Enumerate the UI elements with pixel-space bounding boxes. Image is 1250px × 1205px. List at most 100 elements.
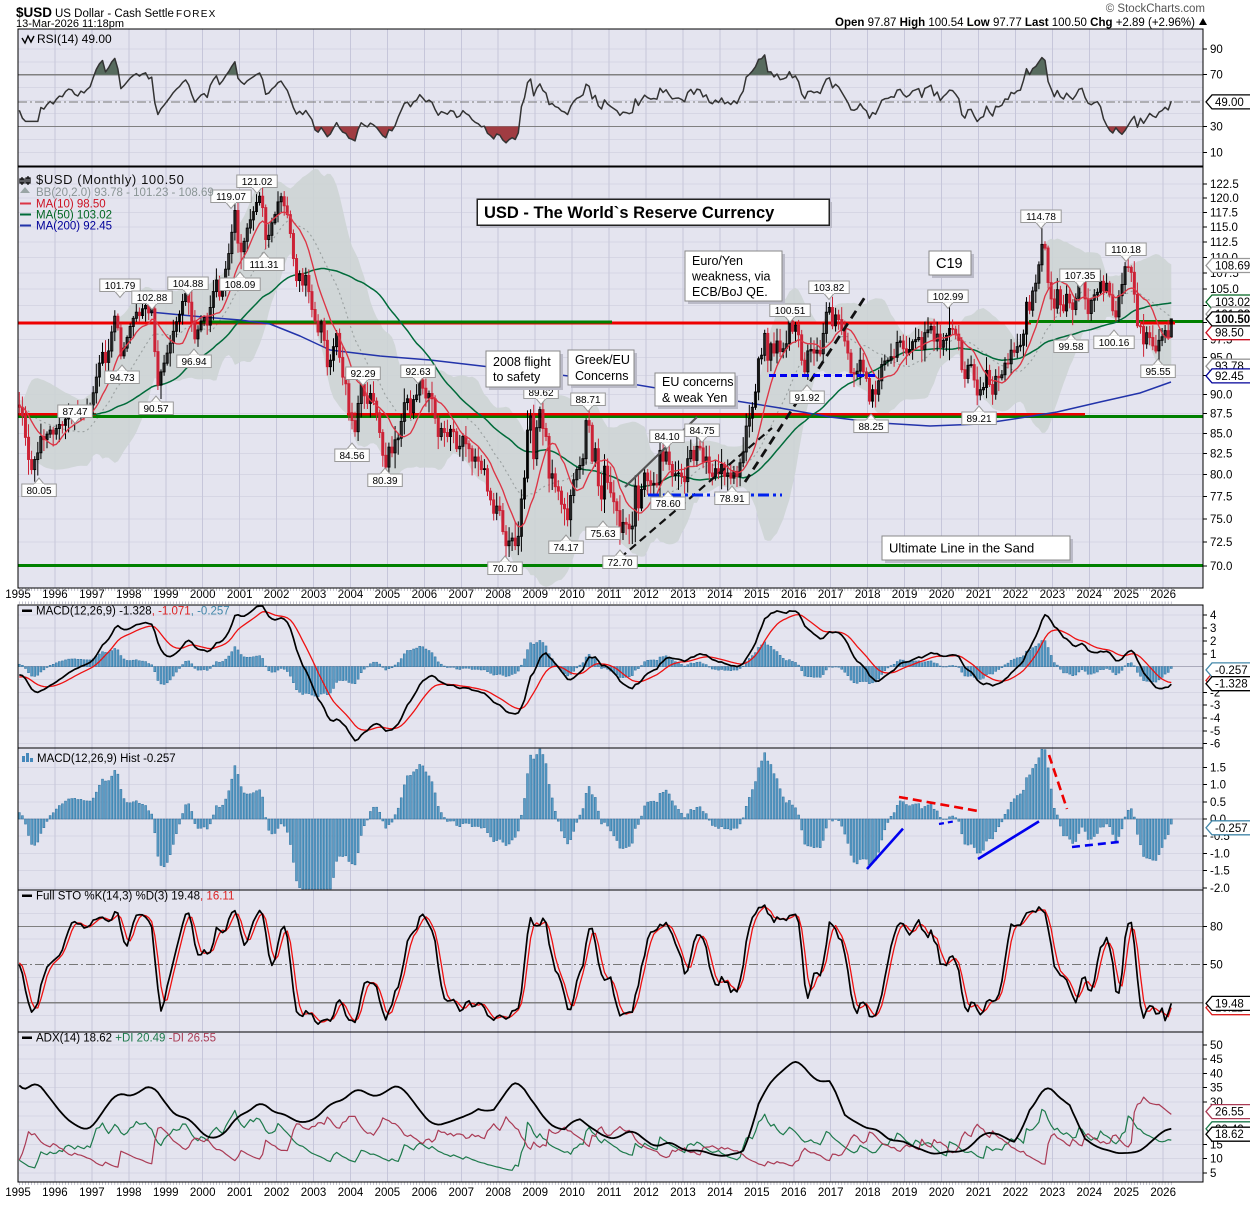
svg-text:96.94: 96.94 <box>181 357 206 368</box>
svg-text:Ultimate Line in the Sand: Ultimate Line in the Sand <box>889 541 1034 556</box>
svg-text:1996: 1996 <box>42 1187 68 1199</box>
svg-text:2009: 2009 <box>522 589 548 601</box>
svg-text:MACD(12,26,9) Hist -0.257: MACD(12,26,9) Hist -0.257 <box>37 753 176 765</box>
svg-text:-1.5: -1.5 <box>1210 866 1230 878</box>
svg-text:2002: 2002 <box>264 1187 290 1199</box>
svg-text:2000: 2000 <box>190 589 216 601</box>
svg-text:95.55: 95.55 <box>1145 367 1170 378</box>
svg-text:Concerns: Concerns <box>575 369 629 383</box>
svg-text:2026: 2026 <box>1150 589 1176 601</box>
svg-text:2024: 2024 <box>1077 1187 1103 1199</box>
svg-text:100.51: 100.51 <box>775 306 806 317</box>
svg-text:50: 50 <box>1210 960 1223 972</box>
svg-text:2003: 2003 <box>301 589 327 601</box>
svg-text:-0.257: -0.257 <box>1215 665 1248 677</box>
svg-text:49.00: 49.00 <box>1215 97 1244 109</box>
svg-text:2013: 2013 <box>670 589 696 601</box>
svg-text:1999: 1999 <box>153 1187 179 1199</box>
svg-text:10: 10 <box>1210 147 1223 159</box>
svg-text:2006: 2006 <box>412 589 438 601</box>
svg-text:Greek/EU: Greek/EU <box>575 353 630 367</box>
svg-text:2017: 2017 <box>818 1187 844 1199</box>
svg-text:87.47: 87.47 <box>62 407 87 418</box>
svg-text:BB(20,2.0) 93.78 - 101.23 - 10: BB(20,2.0) 93.78 - 101.23 - 108.69 <box>36 187 214 199</box>
svg-text:2015: 2015 <box>744 589 770 601</box>
svg-text:2007: 2007 <box>449 589 475 601</box>
svg-text:2007: 2007 <box>449 1187 475 1199</box>
svg-text:45: 45 <box>1210 1054 1223 1066</box>
svg-text:104.88: 104.88 <box>173 279 204 290</box>
svg-text:2008: 2008 <box>485 1187 511 1199</box>
svg-text:-1.0: -1.0 <box>1210 848 1230 860</box>
svg-text:2010: 2010 <box>559 1187 585 1199</box>
svg-text:78.91: 78.91 <box>719 494 744 505</box>
svg-text:84.56: 84.56 <box>339 451 364 462</box>
svg-text:105.0: 105.0 <box>1210 284 1239 296</box>
svg-text:10: 10 <box>1210 1154 1223 1166</box>
svg-text:108.69: 108.69 <box>1215 261 1250 273</box>
svg-text:1998: 1998 <box>116 589 142 601</box>
svg-text:2011: 2011 <box>597 589 622 601</box>
svg-text:2014: 2014 <box>707 589 733 601</box>
svg-text:94.73: 94.73 <box>109 373 134 384</box>
svg-text:ECB/BoJ QE.: ECB/BoJ QE. <box>692 285 768 299</box>
svg-text:89.21: 89.21 <box>966 414 991 425</box>
svg-text:RSI(14) 49.00: RSI(14) 49.00 <box>37 32 112 46</box>
svg-text:92.45: 92.45 <box>1215 371 1244 383</box>
svg-text:1.5: 1.5 <box>1210 762 1226 774</box>
svg-text:102.99: 102.99 <box>933 292 964 303</box>
svg-text:-5: -5 <box>1210 726 1220 738</box>
svg-text:2002: 2002 <box>264 589 290 601</box>
svg-text:0.5: 0.5 <box>1210 797 1226 809</box>
svg-text:Open 97.87 High 100.54 Low 97.: Open 97.87 High 100.54 Low 97.77 Last 10… <box>835 17 1195 29</box>
svg-text:2023: 2023 <box>1040 589 1066 601</box>
svg-text:90.57: 90.57 <box>143 404 168 415</box>
svg-text:115.0: 115.0 <box>1210 222 1238 234</box>
svg-text:2025: 2025 <box>1114 589 1140 601</box>
svg-text:70.0: 70.0 <box>1210 561 1232 573</box>
svg-text:© StockCharts.com: © StockCharts.com <box>1106 3 1205 15</box>
svg-text:99.58: 99.58 <box>1058 342 1083 353</box>
svg-text:2004: 2004 <box>338 589 364 601</box>
svg-text:2019: 2019 <box>892 1187 918 1199</box>
svg-text:1997: 1997 <box>79 1187 105 1199</box>
svg-text:-6: -6 <box>1210 739 1220 751</box>
svg-text:2008 flight: 2008 flight <box>493 355 551 369</box>
svg-text:2009: 2009 <box>522 1187 548 1199</box>
svg-text:50: 50 <box>1210 1040 1223 1052</box>
svg-text:2018: 2018 <box>855 1187 881 1199</box>
svg-text:101.79: 101.79 <box>105 281 136 292</box>
svg-text:C19: C19 <box>936 256 963 272</box>
svg-text:2021: 2021 <box>966 1187 992 1199</box>
svg-text:Full STO %K(14,3) %D(3) 19.48,: Full STO %K(14,3) %D(3) 19.48, 16.11 <box>36 891 234 903</box>
svg-text:90.0: 90.0 <box>1210 389 1232 401</box>
svg-text:FOREX: FOREX <box>176 9 216 20</box>
svg-text:80.0: 80.0 <box>1210 470 1232 482</box>
svg-text:108.09: 108.09 <box>225 280 256 291</box>
svg-text:3: 3 <box>1210 623 1216 635</box>
svg-text:-3: -3 <box>1210 700 1220 712</box>
svg-text:1997: 1997 <box>79 589 105 601</box>
svg-text:2017: 2017 <box>818 589 844 601</box>
svg-text:2011: 2011 <box>597 1187 622 1199</box>
svg-text:weakness, via: weakness, via <box>691 270 771 284</box>
svg-text:2012: 2012 <box>633 589 659 601</box>
svg-text:2005: 2005 <box>375 589 401 601</box>
svg-text:2001: 2001 <box>227 589 253 601</box>
svg-text:91.92: 91.92 <box>794 393 819 404</box>
svg-text:2014: 2014 <box>707 1187 733 1199</box>
svg-text:Euro/Yen: Euro/Yen <box>692 254 743 268</box>
svg-text:1.0: 1.0 <box>1210 780 1226 792</box>
svg-text:MACD(12,26,9) -1.328, -1.071,: MACD(12,26,9) -1.328, -1.071, -0.257 <box>36 606 230 618</box>
svg-text:85.0: 85.0 <box>1210 428 1232 440</box>
svg-text:2022: 2022 <box>1003 1187 1029 1199</box>
svg-text:80.39: 80.39 <box>372 476 397 487</box>
svg-text:80: 80 <box>1210 921 1223 933</box>
svg-text:2013: 2013 <box>670 1187 696 1199</box>
svg-text:2005: 2005 <box>375 1187 401 1199</box>
svg-text:100.50: 100.50 <box>1215 314 1250 326</box>
svg-text:112.5: 112.5 <box>1210 237 1238 249</box>
svg-text:to safety: to safety <box>493 370 541 384</box>
svg-text:117.5: 117.5 <box>1210 207 1238 219</box>
svg-text:98.50: 98.50 <box>1215 328 1244 340</box>
